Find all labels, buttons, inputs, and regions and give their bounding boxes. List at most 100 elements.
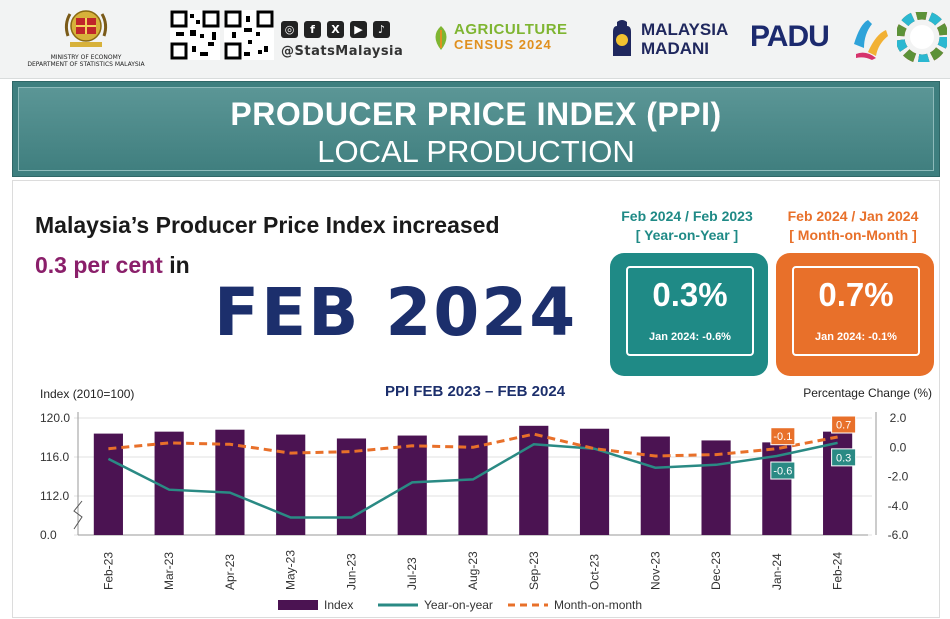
data-label: 0.7 <box>836 420 851 432</box>
title-banner-inner: PRODUCER PRICE INDEX (PPI) LOCAL PRODUCT… <box>18 87 934 171</box>
kpi-yoy-header: Feb 2024 / Feb 2023 [ Year-on-Year ] <box>606 207 768 245</box>
summary-change-value: 0.3 per cent <box>35 252 163 278</box>
agriculture-census-logo: AGRICULTURE CENSUS 2024 <box>430 18 605 60</box>
summary-headline: Malaysia’s Producer Price Index increase… <box>35 212 500 238</box>
x-tick-label: Aug-23 <box>466 551 480 590</box>
padu-logo: PADU <box>750 20 830 53</box>
x-tick-label: Sep-23 <box>527 551 541 590</box>
ministry-name: MINISTRY OF ECONOMY DEPARTMENT OF STATIS… <box>6 54 166 68</box>
page-title: PRODUCER PRICE INDEX (PPI) <box>230 96 722 132</box>
malaysia-madani-logo: MALAYSIA MADANI <box>607 14 742 64</box>
y-right-tick-label: 0.0 <box>890 440 907 454</box>
bar-index <box>154 431 184 535</box>
x-tick-label: Jan-24 <box>770 553 784 590</box>
header-bar: MINISTRY OF ECONOMY DEPARTMENT OF STATIS… <box>0 0 950 79</box>
bar-index <box>93 433 123 535</box>
tiktok-icon[interactable]: ♪ <box>373 21 390 38</box>
x-tick-label: Dec-23 <box>709 551 723 590</box>
page-subtitle: LOCAL PRODUCTION <box>317 134 635 169</box>
summary-change-line: 0.3 per cent in <box>35 252 190 279</box>
x-tick-label: Nov-23 <box>648 551 662 590</box>
madani-line2: MADANI <box>641 39 709 58</box>
summary-in-word: in <box>162 252 190 278</box>
colorful-hand-icon <box>854 20 888 60</box>
month-on-month-line <box>108 432 838 458</box>
reference-month: FEB 2024 <box>214 274 578 351</box>
hand-icon <box>613 20 631 56</box>
y-right-tick-label: -6.0 <box>888 528 909 542</box>
qr-code-icon[interactable] <box>170 10 220 60</box>
kpi-yoy-card: 0.3% Jan 2024: -0.6% <box>610 253 768 376</box>
data-label: -0.6 <box>773 466 792 478</box>
x-icon[interactable]: X <box>327 21 344 38</box>
kpi-mom-value: 0.7% <box>818 276 894 313</box>
qr-code-icon[interactable] <box>224 10 274 60</box>
axis-break-marker <box>73 500 83 530</box>
data-label-box <box>831 415 857 434</box>
instagram-icon[interactable]: ◎ <box>281 21 298 38</box>
bar-index <box>823 431 853 535</box>
kpi-yoy-basis: [ Year-on-Year ] <box>635 227 739 243</box>
data-label-box <box>770 427 796 446</box>
kpi-yoy-previous: Jan 2024: -0.6% <box>649 331 731 343</box>
kpi-mom-frame: 0.7% Jan 2024: -0.1% <box>792 266 920 356</box>
y-axis-right-label: Percentage Change (%) <box>803 386 932 400</box>
x-tick-label: Jun-23 <box>344 553 358 590</box>
title-banner: PRODUCER PRICE INDEX (PPI) LOCAL PRODUCT… <box>12 81 940 177</box>
kpi-mom-basis: [ Month-on-Month ] <box>789 227 917 243</box>
leaf-icon <box>435 26 447 50</box>
coat-of-arms-icon <box>64 10 108 47</box>
department-line: DEPARTMENT OF STATISTICS MALAYSIA <box>27 61 145 68</box>
data-label: 0.3 <box>836 452 851 464</box>
y-left-tick-label: 112.0 <box>40 489 69 503</box>
kpi-yoy-period: Feb 2024 / Feb 2023 <box>621 208 753 224</box>
y-right-tick-label: 2.0 <box>890 411 907 425</box>
bar-index <box>397 435 427 535</box>
kpi-mom-header: Feb 2024 / Jan 2024 [ Month-on-Month ] <box>772 207 934 245</box>
youtube-icon[interactable]: ▶ <box>350 21 367 38</box>
year-on-year-line <box>107 441 838 519</box>
bar-index <box>336 438 367 535</box>
madani-text: MALAYSIA MADANI <box>641 20 728 58</box>
x-tick-label: Mar-23 <box>162 552 176 590</box>
x-tick-label: May-23 <box>284 550 298 590</box>
y-left-tick-label: 120.0 <box>40 411 70 425</box>
facebook-icon[interactable]: f <box>304 21 321 38</box>
social-links: ◎ f X ▶ ♪ <box>281 21 390 38</box>
x-tick-label: Feb-24 <box>831 552 845 590</box>
legend-label: Year-on-year <box>424 598 493 612</box>
y-right-tick-label: -4.0 <box>888 499 909 513</box>
data-label-box <box>770 461 796 480</box>
kpi-yoy-frame: 0.3% Jan 2024: -0.6% <box>626 266 754 356</box>
kpi-mom-card: 0.7% Jan 2024: -0.1% <box>776 253 934 376</box>
kpi-mom-previous: Jan 2024: -0.1% <box>815 331 897 343</box>
sdg-wheel-icon <box>897 12 947 62</box>
data-label-box <box>831 448 857 467</box>
bar-index <box>215 429 245 535</box>
bar-index <box>519 425 549 535</box>
y-left-tick-label: 0.0 <box>40 528 57 542</box>
ministry-line: MINISTRY OF ECONOMY <box>50 54 122 61</box>
legend-swatch-index <box>278 600 318 610</box>
social-handle[interactable]: @StatsMalaysia <box>281 44 404 59</box>
bar-index <box>579 428 610 535</box>
y-left-tick-label: 116.0 <box>40 450 69 464</box>
x-tick-label: Jul-23 <box>405 557 419 590</box>
y-right-tick-label: -2.0 <box>888 470 909 484</box>
agri-title: AGRICULTURE <box>454 21 568 38</box>
kpi-yoy-value: 0.3% <box>652 276 728 313</box>
legend-label: Month-on-month <box>554 598 642 612</box>
madani-line1: MALAYSIA <box>641 20 729 39</box>
bar-index <box>458 435 488 535</box>
x-tick-label: Feb-23 <box>101 552 115 590</box>
kpi-mom-period: Feb 2024 / Jan 2024 <box>787 208 919 224</box>
x-tick-label: Oct-23 <box>588 554 602 590</box>
chart-title: PPI FEB 2023 – FEB 2024 <box>385 383 566 400</box>
bar-index <box>276 434 306 535</box>
x-tick-label: Apr-23 <box>223 554 237 590</box>
bar-index <box>640 436 670 535</box>
y-axis-left-label: Index (2010=100) <box>40 387 134 401</box>
data-label: -0.1 <box>773 431 792 443</box>
legend-label: Index <box>324 598 353 612</box>
